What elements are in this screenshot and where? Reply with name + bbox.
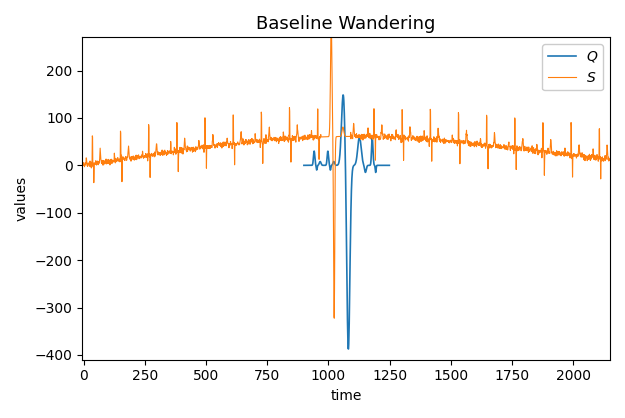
S — [331, 316, 338, 321]
Legend: Q, S: Q, S — [542, 44, 603, 90]
S — [459, 140, 467, 145]
Q — [339, 92, 347, 97]
Q — [346, 271, 354, 276]
S — [80, 163, 88, 168]
Q — [345, 347, 352, 352]
Q — [382, 163, 390, 168]
S — [469, 140, 477, 145]
S — [84, 161, 92, 166]
Y-axis label: values: values — [15, 176, 29, 221]
S — [424, 137, 432, 142]
S — [408, 135, 416, 140]
Q — [386, 163, 393, 168]
Title: Baseline Wandering: Baseline Wandering — [256, 15, 436, 33]
Q — [300, 163, 308, 168]
X-axis label: time: time — [331, 389, 362, 403]
Q — [340, 95, 348, 100]
S — [606, 158, 614, 163]
S — [328, 21, 335, 26]
S — [428, 136, 435, 141]
Q — [385, 163, 392, 168]
Line: Q: Q — [304, 95, 389, 349]
Q — [351, 162, 359, 167]
Line: S: S — [84, 24, 610, 318]
Q — [323, 159, 331, 164]
